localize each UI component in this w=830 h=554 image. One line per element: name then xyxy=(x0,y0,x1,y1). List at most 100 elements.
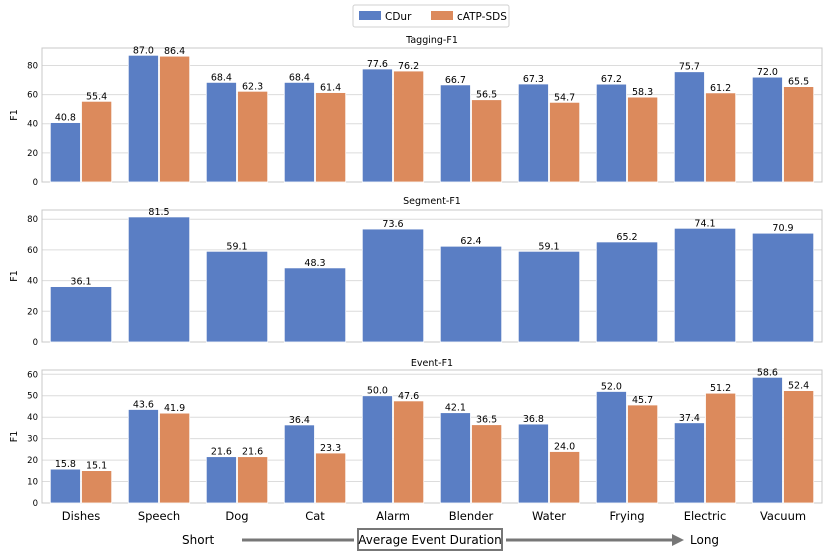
y-tick-label: 80 xyxy=(27,215,38,225)
bar-dog-catp-sds xyxy=(237,456,269,504)
y-tick-label: 20 xyxy=(27,149,38,159)
bar-electric-cdur xyxy=(673,422,705,504)
data-label: 62.4 xyxy=(460,236,481,247)
bar-frying-catp-sds xyxy=(627,96,659,183)
data-label: 68.4 xyxy=(211,72,232,83)
bar-speech-catp-sds xyxy=(159,55,191,183)
data-label: 24.0 xyxy=(554,442,575,453)
data-label: 36.5 xyxy=(476,415,497,426)
y-tick-label: 80 xyxy=(27,61,38,71)
y-axis-label: F1 xyxy=(9,109,20,121)
bar-frying-cdur xyxy=(595,241,659,343)
data-label: 36.8 xyxy=(523,414,544,425)
x-tick-label-cat: Cat xyxy=(305,509,325,523)
y-tick-label: 10 xyxy=(27,478,38,488)
duration-arrow-head xyxy=(672,534,684,546)
bar-speech-catp-sds xyxy=(159,412,191,504)
bar-vacuum-catp-sds xyxy=(783,390,815,504)
bar-frying-catp-sds xyxy=(627,404,659,504)
data-label: 23.3 xyxy=(320,443,341,454)
x-tick-label-blender: Blender xyxy=(449,509,494,523)
data-label: 54.7 xyxy=(554,92,575,103)
y-axis-label: F1 xyxy=(9,431,20,443)
y-tick-label: 60 xyxy=(27,91,38,101)
data-label: 76.2 xyxy=(398,61,419,72)
x-tick-label-electric: Electric xyxy=(684,509,727,523)
bar-dishes-catp-sds xyxy=(81,470,113,504)
bar-blender-catp-sds xyxy=(471,99,503,183)
bar-cat-cdur xyxy=(283,81,315,183)
duration-long-label: Long xyxy=(690,533,719,547)
bar-vacuum-catp-sds xyxy=(783,86,815,183)
data-label: 56.5 xyxy=(476,90,497,101)
bar-electric-cdur xyxy=(673,227,737,343)
y-tick-label: 20 xyxy=(27,307,38,317)
data-label: 59.1 xyxy=(226,241,247,252)
duration-center-label: Average Event Duration xyxy=(358,533,501,547)
data-label: 21.6 xyxy=(211,447,232,458)
data-label: 62.3 xyxy=(242,81,263,92)
data-label: 55.4 xyxy=(86,91,107,102)
bar-electric-catp-sds xyxy=(705,92,737,183)
data-label: 50.0 xyxy=(367,386,388,397)
y-tick-label: 60 xyxy=(27,246,38,256)
y-axis-label: F1 xyxy=(9,270,20,282)
data-label: 52.0 xyxy=(601,381,622,392)
y-tick-label: 40 xyxy=(27,277,38,287)
data-label: 51.2 xyxy=(710,383,731,394)
data-label: 58.6 xyxy=(757,367,778,378)
y-tick-label: 50 xyxy=(27,392,38,402)
bar-vacuum-cdur xyxy=(751,376,783,504)
data-label: 73.6 xyxy=(382,219,403,230)
data-label: 36.1 xyxy=(70,277,91,288)
y-tick-label: 40 xyxy=(27,413,38,423)
y-tick-label: 0 xyxy=(33,499,38,509)
bar-dishes-cdur xyxy=(49,122,81,183)
bar-alarm-catp-sds xyxy=(393,400,425,504)
x-tick-label-dog: Dog xyxy=(225,509,248,523)
data-label: 41.9 xyxy=(164,403,185,414)
x-tick-label-frying: Frying xyxy=(609,509,644,523)
y-tick-label: 20 xyxy=(27,456,38,466)
data-label: 42.1 xyxy=(445,403,466,414)
data-label: 47.6 xyxy=(398,391,419,402)
data-label: 37.4 xyxy=(679,413,700,424)
bar-cat-cdur xyxy=(283,424,315,504)
data-label: 67.3 xyxy=(523,74,544,85)
x-tick-label-speech: Speech xyxy=(138,509,180,523)
bar-alarm-cdur xyxy=(361,228,425,343)
data-label: 66.7 xyxy=(445,75,466,86)
data-label: 81.5 xyxy=(148,207,169,218)
plot-frame xyxy=(41,47,823,183)
x-tick-label-alarm: Alarm xyxy=(376,509,410,523)
legend-label-catp-sds: cATP-SDS xyxy=(457,11,507,23)
data-label: 45.7 xyxy=(632,395,653,406)
bar-speech-cdur xyxy=(127,54,159,183)
bar-blender-cdur xyxy=(439,84,471,183)
data-label: 86.4 xyxy=(164,46,185,57)
bar-water-cdur xyxy=(517,423,549,504)
bar-electric-catp-sds xyxy=(705,392,737,504)
bar-blender-catp-sds xyxy=(471,424,503,504)
bar-alarm-catp-sds xyxy=(393,70,425,183)
data-label: 70.9 xyxy=(772,223,793,234)
bar-alarm-cdur xyxy=(361,395,393,504)
bar-dishes-cdur xyxy=(49,468,81,504)
y-tick-label: 60 xyxy=(27,370,38,380)
data-label: 59.1 xyxy=(538,241,559,252)
bar-speech-cdur xyxy=(127,216,191,343)
bar-electric-cdur xyxy=(673,71,705,183)
data-label: 58.3 xyxy=(632,87,653,98)
duration-short-label: Short xyxy=(182,533,214,547)
duration-axis: Short Average Event Duration Long xyxy=(182,528,719,551)
panel-segment-f1: 0 20 40 60 80 Segment-F1 F1 36.1 81.5 59.1 48.3 73.… xyxy=(9,196,823,348)
y-tick-label: 40 xyxy=(27,120,38,130)
bar-alarm-cdur xyxy=(361,68,393,183)
data-label: 48.3 xyxy=(304,258,325,269)
bar-dog-cdur xyxy=(205,81,237,183)
x-tick-label-water: Water xyxy=(532,509,566,523)
legend-swatch-cdur xyxy=(359,11,381,20)
bar-dishes-cdur xyxy=(49,286,113,343)
panel-title: Event-F1 xyxy=(411,358,453,369)
